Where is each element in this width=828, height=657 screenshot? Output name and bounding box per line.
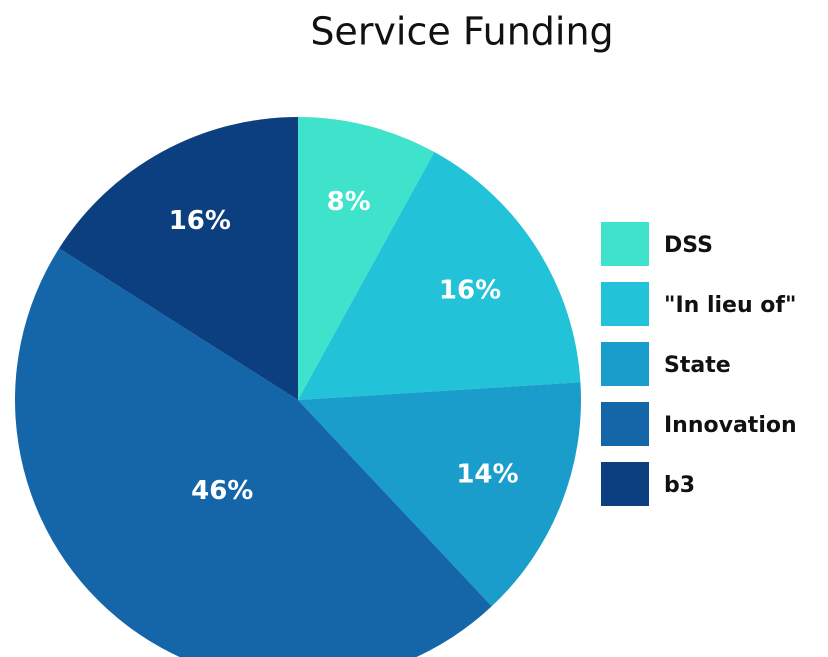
pie-slice	[298, 382, 582, 607]
pie-slice	[15, 248, 492, 657]
value-label: 46%	[191, 476, 253, 506]
legend-swatch	[601, 402, 649, 446]
value-label: 14%	[456, 460, 518, 490]
value-label: 8%	[327, 187, 371, 217]
chart-title: Service Funding	[310, 10, 613, 54]
value-label: 16%	[439, 275, 501, 305]
pie-slice	[298, 152, 581, 400]
legend-label: "In lieu of"	[664, 293, 796, 318]
legend-label: b3	[664, 473, 695, 498]
legend-swatch	[601, 462, 649, 506]
legend-swatch	[601, 282, 649, 326]
legend-label: State	[664, 353, 731, 378]
legend-label: DSS	[664, 233, 713, 258]
pie-slice	[298, 117, 435, 400]
legend-label: Innovation	[664, 413, 797, 438]
legend-swatch	[601, 222, 649, 266]
pie-slice	[59, 117, 298, 400]
value-label: 16%	[169, 206, 231, 236]
legend-swatch	[601, 342, 649, 386]
